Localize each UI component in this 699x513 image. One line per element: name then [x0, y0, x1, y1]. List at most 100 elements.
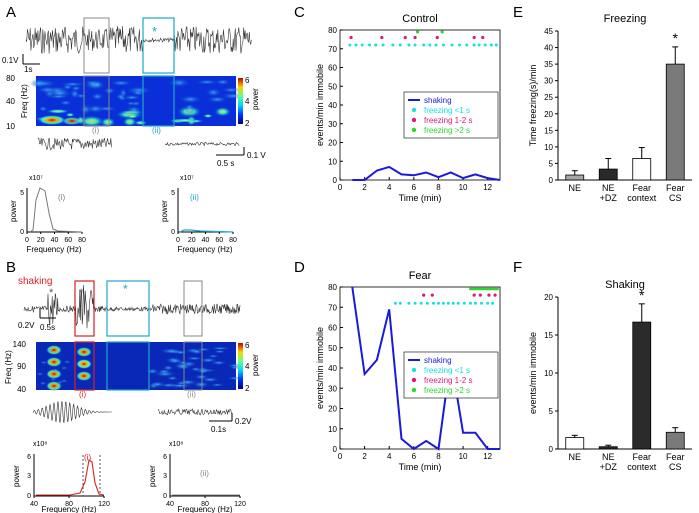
- window-i-spec-a: [83, 75, 110, 127]
- freq-label-b: Freq (Hz): [4, 350, 13, 384]
- x-tick-label: 40: [30, 501, 38, 508]
- freezing-1-2-dot: [493, 293, 497, 297]
- cbar-a-label: power: [251, 88, 260, 110]
- freezing-lt1-dot: [450, 43, 454, 47]
- significance-star: *: [639, 287, 645, 303]
- lfp-trace-b: [23, 285, 241, 329]
- cbar-a-2: 2: [245, 119, 250, 128]
- y-tick-label: 20: [328, 405, 337, 414]
- y-tick-label: 10: [328, 157, 337, 166]
- freezing-gt2-dot: [415, 30, 420, 34]
- bar: [632, 158, 652, 181]
- window-ii-spec-b: [183, 341, 203, 391]
- category-label: +DZ: [600, 193, 618, 203]
- category-label: Fear: [666, 183, 685, 193]
- freezing-1-2-dot: [380, 35, 384, 40]
- x-tick-label: 80: [78, 237, 86, 244]
- panel-letter-c: C: [294, 4, 305, 21]
- legend-freezing_lt1: freezing <1 s: [424, 106, 470, 115]
- zoom-trace-i-a: [37, 137, 112, 151]
- freezing-1-2-dot: [481, 35, 485, 40]
- y-tick-label: 5: [549, 159, 554, 168]
- shaking-line: [352, 165, 501, 181]
- y-tick-label: 50: [328, 82, 337, 91]
- category-label: context: [627, 193, 657, 203]
- roman-i-spec-b: (i): [84, 453, 91, 462]
- panel-b: B shaking * * * 0.2V 0.5s 140 90 40 Freq…: [4, 259, 260, 513]
- category-label: Fear: [632, 183, 651, 193]
- scale-v-b: 0.2V: [18, 321, 35, 330]
- y-tick-label: 80: [328, 283, 337, 292]
- freezing-lt1-dot: [425, 301, 429, 305]
- freezing-lt1-dot: [398, 301, 402, 305]
- freq-tick-b-140: 140: [13, 340, 27, 349]
- shaking-label-b: shaking: [18, 276, 52, 287]
- freezing-lt1-dot: [381, 43, 385, 47]
- panel-letter-f: F: [513, 259, 522, 276]
- ytick-aii-5: 5: [171, 190, 175, 197]
- x-tick-label: 120: [98, 501, 110, 508]
- category-label: NE: [602, 183, 615, 193]
- power-spectrum-i-b: x10⁸ 6 3 0 (i) power 40 80 120 Frequency (…: [12, 441, 110, 513]
- freezing-gt2-dot: [440, 30, 444, 34]
- category-label: +DZ: [600, 462, 618, 472]
- x-tick-label: 40: [166, 501, 174, 508]
- y-tick-label: 30: [328, 120, 337, 129]
- zoom-trace-i-b: [32, 401, 112, 424]
- y-tick-label: 0: [333, 445, 338, 454]
- exp-ai: x10⁷: [29, 175, 43, 182]
- freq-tick-a-40: 40: [6, 97, 15, 106]
- legend-shaking: shaking: [424, 356, 452, 365]
- y-tick-label: 60: [328, 64, 337, 73]
- y-tick-label: 45: [544, 27, 553, 36]
- ytick-bii-6: 6: [163, 454, 167, 461]
- y-tick-label: 25: [544, 93, 553, 102]
- star-b-3: *: [123, 282, 128, 296]
- freezing-lt1-dot: [368, 43, 372, 47]
- cbar-a-4: 4: [245, 97, 250, 106]
- ytick-aii-0: 0: [171, 229, 175, 236]
- chart-title: Freezing: [604, 13, 647, 25]
- star-b-1: *: [49, 287, 54, 299]
- x-tick-label: 60: [215, 237, 223, 244]
- y-axis-label: events/min immobile: [315, 64, 325, 146]
- x-tick-label: 80: [201, 501, 209, 508]
- ytick-bi-0: 0: [27, 493, 31, 500]
- freezing-lt1-dot: [451, 301, 455, 305]
- freezing-1-2-dot: [478, 293, 482, 297]
- xlabel-ai: Frequency (Hz): [26, 245, 81, 254]
- freezing-lt1-dot: [428, 43, 432, 47]
- spectrogram-b-blobs: [36, 345, 244, 391]
- freezing-lt1-dot: [468, 301, 472, 305]
- freezing-lt1-dot: [407, 301, 411, 305]
- freezing-lt1-dot: [436, 301, 440, 305]
- x-tick-label: 80: [229, 237, 237, 244]
- freezing-1-2-dot: [349, 35, 353, 40]
- freezing-lt1-dot: [494, 43, 498, 47]
- y-tick-label: 70: [328, 45, 337, 54]
- legend-freezing_1_2: freezing 1-2 s: [424, 376, 472, 385]
- panel-letter-b: B: [6, 259, 16, 276]
- category-label: Fear: [632, 452, 651, 462]
- freq-tick-b-90: 90: [17, 362, 26, 371]
- y-tick-label: 5: [549, 407, 554, 416]
- freezing-1-2-dot: [472, 293, 476, 297]
- freezing-lt1-dot: [446, 301, 450, 305]
- freezing-1-2-dot: [472, 35, 476, 40]
- window-ii-box-b: [183, 280, 203, 337]
- chart-title: Fear: [409, 270, 432, 282]
- y-tick-label: 10: [544, 369, 553, 378]
- x-tick-label: 8: [436, 452, 441, 461]
- freezing-1-2-dot: [430, 293, 434, 297]
- freezing-lt1-dot: [348, 43, 352, 47]
- freezing-lt1-dot: [441, 301, 445, 305]
- x-axis-label: Time (min): [399, 193, 442, 203]
- exp-bi: x10⁸: [33, 441, 47, 448]
- significance-star: *: [673, 30, 679, 46]
- y-tick-label: 20: [328, 139, 337, 148]
- star-a: *: [152, 24, 157, 39]
- roman-ii-spec-a: (ii): [190, 193, 199, 202]
- x-tick-label: 0: [338, 183, 343, 192]
- freezing-lt1-dot: [432, 301, 436, 305]
- freezing-lt1-dot: [473, 301, 477, 305]
